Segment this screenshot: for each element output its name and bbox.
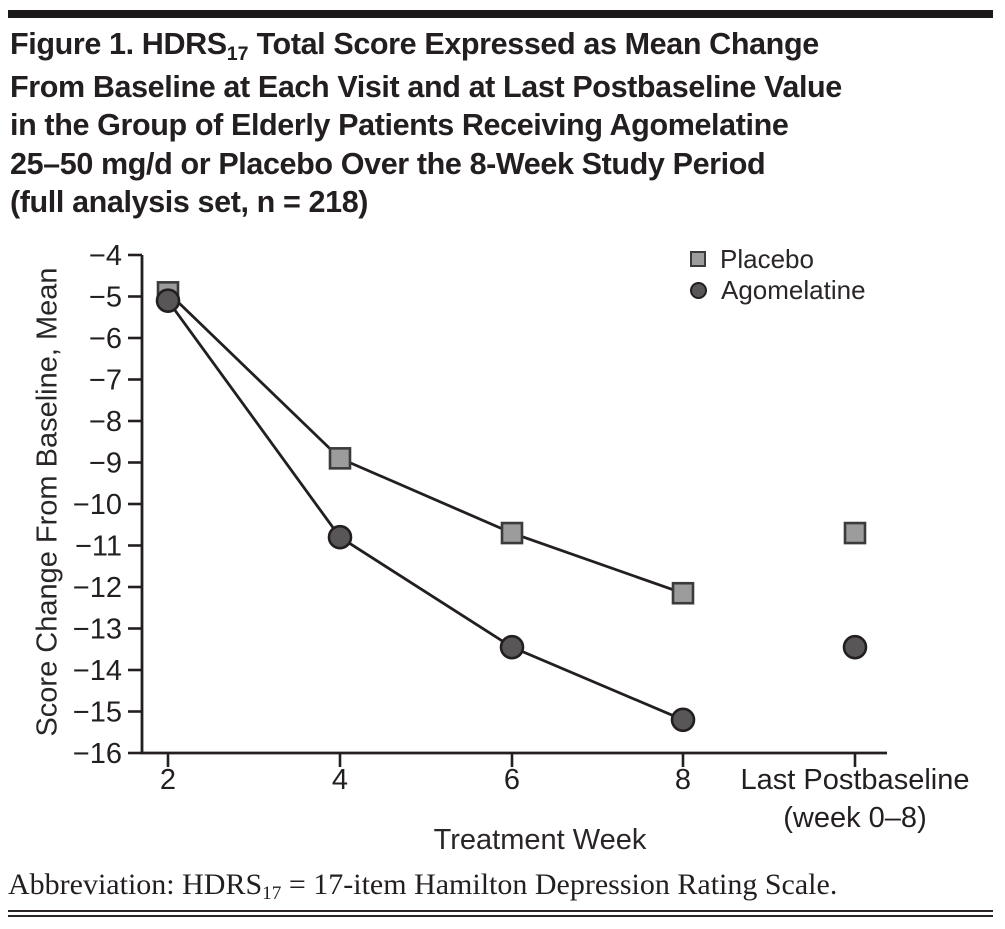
axis-lines <box>140 255 887 755</box>
y-tick-label: −12 <box>73 572 122 604</box>
chart-line-agomelatine <box>166 299 684 722</box>
title-line: Abbreviation: HDRS17 = 17-item Hamilton … <box>8 868 838 905</box>
agomelatine-circle-icon <box>690 281 707 299</box>
title-line: From Baseline at Each Visit and at Last … <box>10 68 842 104</box>
placebo-square-icon <box>690 251 706 267</box>
x-tick-label: 6 <box>504 764 520 796</box>
legend-item-placebo: Placebo <box>690 246 866 272</box>
y-tick-label: −4 <box>89 240 122 272</box>
x-tick-label: 8 <box>675 764 691 796</box>
y-axis-label: Score Change From Baseline, Mean <box>31 267 64 737</box>
legend-label: Agomelatine <box>721 275 866 305</box>
title-line: (full analysis set, n = 218) <box>10 184 369 219</box>
x-tick-label: 2 <box>160 764 176 796</box>
legend-label: Placebo <box>720 244 814 274</box>
data-point-agomelatine <box>670 707 696 733</box>
y-tick-label: −8 <box>89 406 122 438</box>
abbreviation-note: Abbreviation: HDRS17 = 17-item Hamilton … <box>8 868 998 905</box>
data-point-placebo <box>671 581 695 605</box>
data-point-placebo <box>843 521 867 545</box>
y-tick-label: −6 <box>89 323 122 355</box>
y-tick-label: −14 <box>73 655 122 687</box>
top-rule <box>8 10 993 18</box>
x-tick-sublabel: (week 0–8) <box>783 802 926 834</box>
y-tick-label: −15 <box>73 697 122 729</box>
legend-item-agomelatine: Agomelatine <box>690 277 866 303</box>
data-point-agomelatine <box>327 524 353 550</box>
x-axis-label: Treatment Week <box>433 824 647 856</box>
data-point-placebo <box>500 521 524 545</box>
title-line: in the Group of Elderly Patients Receivi… <box>10 107 789 142</box>
y-tick-label: −10 <box>73 489 122 521</box>
data-point-agomelatine <box>842 634 868 660</box>
data-point-placebo <box>328 447 352 470</box>
y-tick-label: −7 <box>89 365 122 397</box>
data-point-agomelatine <box>499 634 525 660</box>
x-tick-label: Last Postbaseline <box>741 764 970 796</box>
y-tick-label: −16 <box>73 738 122 770</box>
chart-legend: Placebo Agomelatine <box>690 246 866 303</box>
x-tick-label: 4 <box>332 764 348 796</box>
y-tick-label: −11 <box>75 531 122 563</box>
chart-line-placebo <box>167 291 684 595</box>
bottom-rule <box>8 910 993 917</box>
y-tick-label: −13 <box>73 614 122 646</box>
y-tick-label: −9 <box>89 448 122 480</box>
figure-title: Figure 1. HDRS17 Total Score Expressed a… <box>10 25 985 222</box>
y-tick-label: −5 <box>89 282 122 314</box>
title-line: 25–50 mg/d or Placebo Over the 8-Week St… <box>10 145 766 181</box>
title-line: Figure 1. HDRS17 Total Score Expressed a… <box>10 26 819 65</box>
data-point-agomelatine <box>155 288 181 313</box>
